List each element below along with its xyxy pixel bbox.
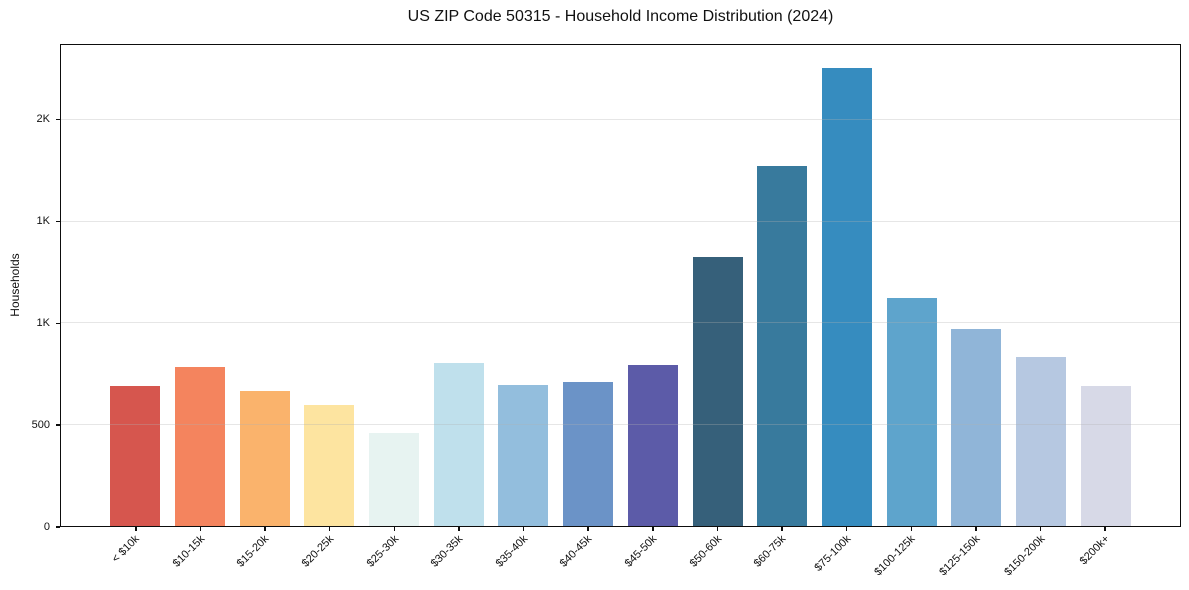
x-tick-mark	[845, 527, 848, 531]
chart-title: US ZIP Code 50315 - Household Income Dis…	[407, 8, 834, 25]
x-tick-mark	[587, 527, 589, 531]
bar-$150-200k	[1015, 356, 1066, 526]
bar-slot	[621, 45, 686, 526]
y-axis-label: Households	[8, 253, 22, 317]
x-tick-mark	[135, 527, 137, 531]
bar-$15-20k	[239, 391, 290, 526]
y-tick-mark	[56, 424, 60, 426]
bar-slot	[297, 45, 362, 526]
x-tick-mark	[199, 527, 202, 531]
x-tick-label: $45-50k	[622, 533, 660, 570]
bar-slot	[232, 45, 297, 526]
y-tick-label: 0	[43, 521, 50, 533]
x-tick-label: $150-200k	[1001, 533, 1048, 579]
x-tick-label: $60-75k	[751, 533, 789, 570]
y-tick-label: 1K	[36, 317, 50, 330]
x-tick-label: $20-25k	[299, 533, 337, 570]
bar-slot	[750, 45, 815, 526]
bar-$50-60k	[692, 257, 743, 526]
bar-slot	[1009, 45, 1074, 526]
bar-slot	[103, 45, 168, 526]
bar-series	[61, 45, 1180, 526]
plot-area	[60, 44, 1181, 527]
x-tick-label: $25-30k	[364, 533, 401, 570]
x-tick-mark	[1104, 527, 1106, 531]
x-tick-mark	[264, 527, 266, 531]
x-tick-label: $35-40k	[493, 533, 531, 570]
x-tick-label: $15-20k	[234, 533, 272, 570]
bar-$75-100k	[821, 68, 872, 526]
x-tick-mark	[1039, 527, 1042, 531]
bar-$200k+	[1080, 385, 1131, 526]
x-tick-mark	[652, 527, 654, 531]
bar-slot	[1073, 45, 1138, 526]
x-tick-mark	[458, 527, 460, 531]
bar-$60-75k	[757, 165, 808, 526]
x-tick-mark	[910, 527, 912, 531]
x-tick-label: $100-125k	[872, 533, 918, 579]
bar-slot	[362, 45, 427, 526]
x-tick-label: $10-15k	[170, 533, 207, 570]
x-tick-label: $75-100k	[812, 533, 854, 574]
x-tick-mark	[716, 527, 719, 531]
x-tick-label: $125-150k	[937, 533, 983, 579]
x-tick-mark	[328, 527, 331, 531]
y-tick-mark	[56, 526, 60, 528]
x-tick-label: < $10k	[110, 533, 143, 566]
x-tick-label: $50-60k	[687, 533, 724, 570]
x-tick-mark	[393, 527, 395, 531]
x-tick-label: $200k+	[1077, 533, 1112, 568]
bar-slot	[944, 45, 1009, 526]
y-tick-mark	[56, 322, 60, 324]
bar-slot	[426, 45, 491, 526]
bar-$100-125k	[886, 297, 937, 526]
x-tick-mark	[975, 527, 977, 531]
bar-slot	[491, 45, 556, 526]
bar-< $10k	[110, 385, 161, 526]
bar-$30-35k	[433, 362, 484, 526]
bar-$25-30k	[369, 432, 420, 526]
y-tick-mark	[56, 118, 60, 121]
x-tick-mark	[522, 527, 525, 531]
x-tick-mark	[781, 527, 783, 531]
y-tick-label: 1K	[36, 215, 50, 228]
bar-slot	[168, 45, 233, 526]
bar-$10-15k	[175, 366, 226, 526]
bar-slot	[879, 45, 944, 526]
bar-$40-45k	[563, 381, 614, 526]
bar-slot	[556, 45, 621, 526]
y-tick-label: 500	[31, 419, 50, 432]
x-tick-label: $30-35k	[428, 533, 466, 570]
bar-$35-40k	[498, 384, 549, 526]
y-tick-label: 2K	[36, 113, 50, 126]
bar-$45-50k	[627, 364, 678, 526]
bar-$125-150k	[951, 329, 1002, 526]
x-tick-label: $40-45k	[558, 533, 595, 570]
bar-$20-25k	[304, 405, 355, 526]
bar-slot	[815, 45, 880, 526]
y-tick-mark	[56, 220, 60, 222]
bar-slot	[685, 45, 750, 526]
